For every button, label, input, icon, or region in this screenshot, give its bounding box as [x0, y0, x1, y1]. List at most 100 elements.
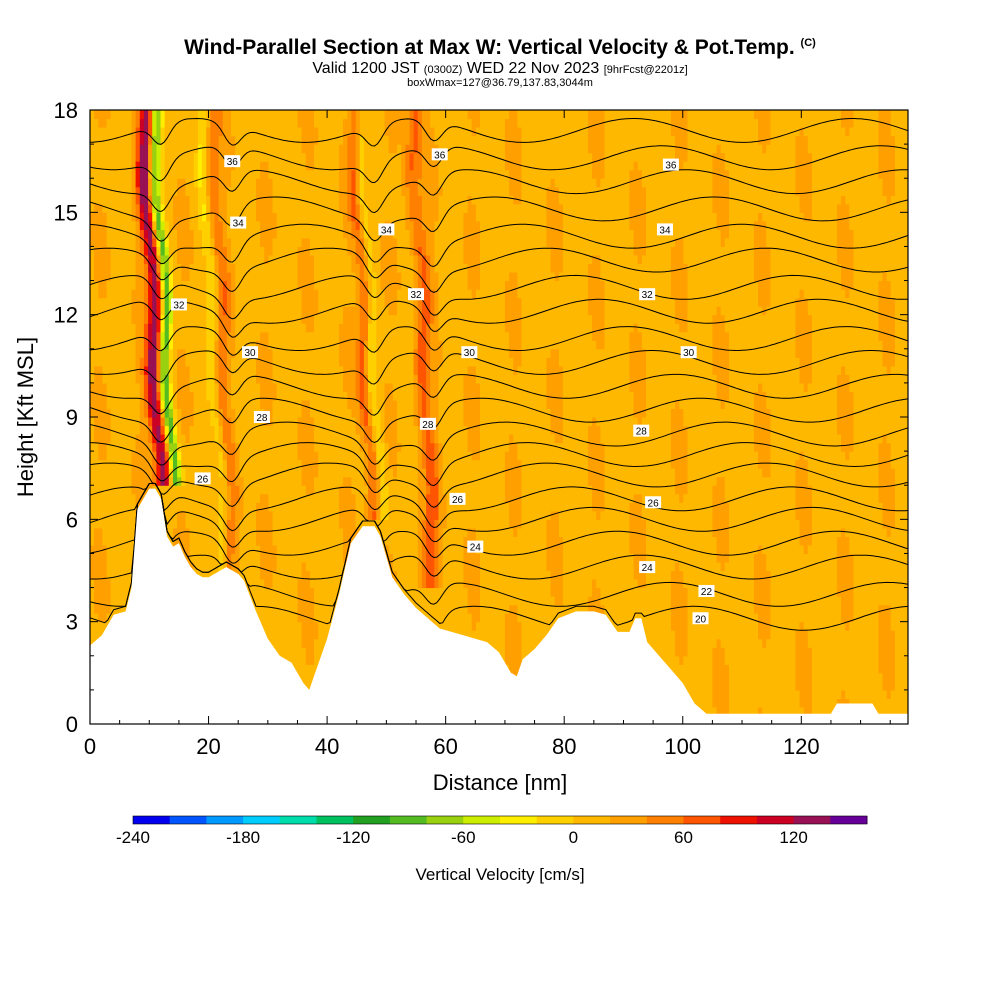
velocity-cell [173, 408, 178, 418]
velocity-cell [123, 348, 128, 358]
velocity-cell [359, 382, 365, 392]
velocity-cell [314, 246, 319, 256]
velocity-cell [330, 323, 336, 333]
velocity-cell [322, 186, 328, 196]
velocity-cell [293, 579, 298, 589]
velocity-cell [293, 485, 298, 495]
velocity-cell [359, 425, 365, 435]
velocity-cell [251, 485, 257, 495]
velocity-cell [243, 178, 249, 188]
velocity-cell [318, 408, 323, 418]
velocity-cell [334, 374, 340, 384]
velocity-cell [343, 417, 348, 427]
velocity-cell [185, 442, 191, 452]
velocity-cell [289, 110, 294, 120]
velocity-cell [148, 348, 153, 358]
velocity-cell [210, 237, 215, 247]
velocity-cell [210, 536, 215, 546]
velocity-cell [123, 468, 128, 478]
velocity-cell [309, 502, 315, 512]
velocity-cell [185, 144, 191, 154]
velocity-cell [293, 434, 298, 444]
velocity-cell [305, 306, 311, 316]
velocity-cell [139, 476, 145, 486]
velocity-cell [305, 638, 311, 648]
velocity-cell [318, 365, 323, 375]
velocity-cell [256, 502, 261, 512]
velocity-cell [206, 434, 211, 444]
velocity-cell [119, 382, 124, 392]
velocity-cell [359, 110, 365, 120]
velocity-cell [264, 382, 269, 392]
velocity-cell [160, 365, 166, 375]
velocity-cell [326, 519, 332, 529]
velocity-cell [202, 408, 207, 418]
velocity-cell [148, 391, 153, 401]
velocity-cell [239, 570, 245, 580]
velocity-cell [285, 152, 290, 162]
velocity-cell [239, 127, 245, 137]
velocity-cell [268, 579, 274, 589]
velocity-cell [343, 391, 348, 401]
velocity-cell [243, 118, 249, 128]
velocity-cell [351, 152, 357, 162]
velocity-cell [247, 459, 253, 469]
velocity-cell [143, 442, 149, 452]
velocity-cell [343, 485, 348, 495]
velocity-cell [168, 493, 174, 503]
velocity-cell [235, 135, 240, 145]
subtitle-valid: Valid 1200 JST [312, 60, 420, 77]
velocity-cell [218, 544, 224, 554]
velocity-cell [218, 314, 224, 324]
velocity-cell [189, 186, 195, 196]
velocity-cell [330, 374, 336, 384]
velocity-cell [181, 144, 186, 154]
velocity-cell [123, 118, 128, 128]
velocity-cell [251, 280, 257, 290]
velocity-cell [334, 280, 340, 290]
velocity-cell [280, 306, 286, 316]
velocity-cell [127, 280, 132, 290]
velocity-cell [289, 647, 294, 657]
velocity-cell [334, 195, 340, 205]
velocity-cell [193, 459, 199, 469]
velocity-cell [106, 144, 112, 154]
velocity-cell [231, 502, 236, 512]
velocity-cell [210, 417, 215, 427]
velocity-cell [334, 527, 340, 537]
velocity-cell [148, 408, 153, 418]
velocity-cell [127, 357, 132, 367]
velocity-cell [276, 212, 282, 222]
velocity-cell [114, 399, 120, 409]
velocity-cell [343, 178, 348, 188]
velocity-cell [214, 144, 220, 154]
velocity-cell [135, 451, 141, 461]
velocity-cell [343, 365, 348, 375]
velocity-cell [160, 331, 166, 341]
velocity-cell [110, 340, 116, 350]
velocity-cell [210, 331, 215, 341]
velocity-cell [148, 331, 153, 341]
velocity-cell [210, 212, 215, 222]
velocity-cell [114, 255, 120, 265]
velocity-cell [231, 127, 236, 137]
velocity-cell [160, 485, 166, 495]
velocity-cell [106, 348, 112, 358]
velocity-cell [289, 468, 294, 478]
velocity-cell [239, 178, 245, 188]
velocity-cell [177, 519, 182, 529]
velocity-cell [102, 536, 108, 546]
velocity-cell [206, 570, 211, 580]
velocity-cell [152, 195, 157, 205]
velocity-cell [123, 144, 128, 154]
velocity-cell [251, 476, 257, 486]
velocity-cell [301, 502, 307, 512]
velocity-cell [94, 161, 99, 171]
velocity-cell [148, 135, 153, 145]
velocity-cell [276, 323, 282, 333]
velocity-cell [309, 135, 315, 145]
velocity-cell [168, 442, 174, 452]
velocity-cell [243, 459, 249, 469]
velocity-cell [280, 587, 286, 597]
velocity-cell [235, 306, 240, 316]
